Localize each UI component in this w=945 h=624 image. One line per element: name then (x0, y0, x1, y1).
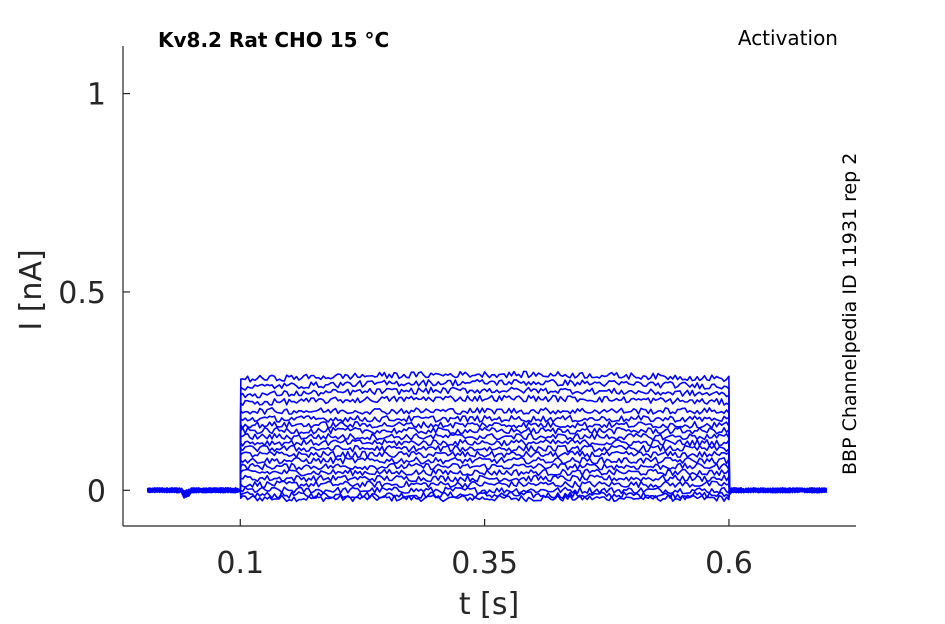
current-trace-2 (147, 487, 827, 499)
traces-group (146, 370, 828, 503)
y-tick-label: 0 (87, 474, 106, 509)
current-trace-6 (147, 468, 827, 497)
current-trace-19 (146, 378, 827, 498)
x-tick-label: 0.35 (451, 546, 518, 581)
source-label: BBP Channelpedia ID 11931 rep 2 (839, 153, 861, 475)
x-ticks: 0.1 0.35 0.6 (216, 519, 753, 581)
current-trace-10 (147, 444, 828, 497)
current-trace-4 (147, 480, 828, 496)
protocol-label: Activation (738, 26, 838, 50)
current-trace-3 (146, 486, 827, 497)
x-tick-label: 0.6 (705, 546, 753, 581)
current-trace-1 (146, 487, 828, 503)
current-trace-9 (147, 450, 828, 496)
y-tick-label: 1 (87, 78, 106, 113)
current-trace-17 (146, 394, 828, 496)
x-axis-label: t [s] (459, 587, 519, 622)
current-trace-18 (146, 386, 828, 496)
chart-title: Kv8.2 Rat CHO 15 °C (158, 28, 389, 52)
x-tick-label: 0.1 (216, 546, 264, 581)
y-ticks: 00.51 (58, 78, 130, 509)
current-trace-16 (146, 407, 828, 496)
current-trace-20 (147, 370, 827, 498)
current-trace-12 (146, 432, 827, 496)
current-trace-5 (146, 474, 827, 496)
current-trace-15 (147, 414, 828, 497)
current-trace-14 (147, 420, 827, 496)
current-trace-8 (147, 456, 828, 496)
current-trace-13 (146, 426, 828, 496)
y-tick-label: 0.5 (58, 276, 106, 311)
current-trace-11 (147, 438, 828, 499)
y-axis-label: I [nA] (14, 249, 49, 330)
current-trace-7 (146, 462, 827, 498)
